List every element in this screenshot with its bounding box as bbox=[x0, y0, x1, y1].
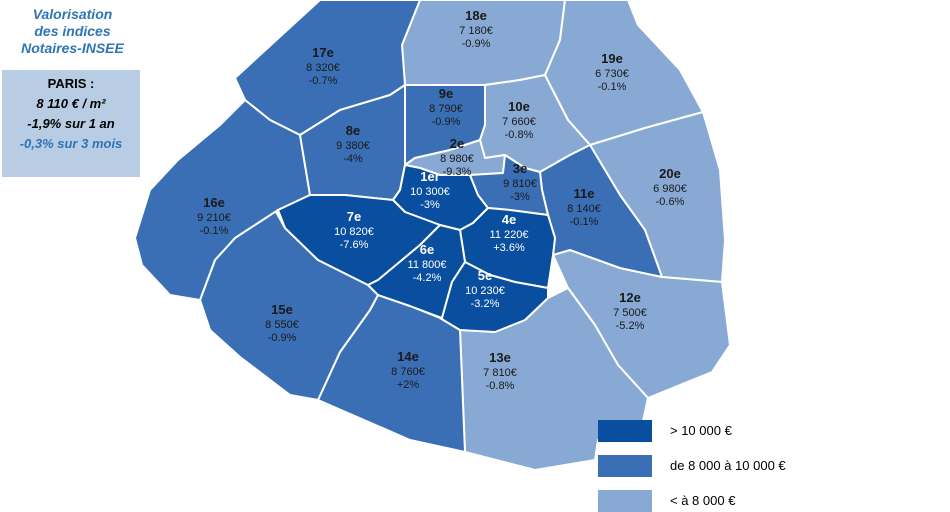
district-code: 15e bbox=[271, 302, 293, 317]
summary-change-1y: -1,9% sur 1 an bbox=[27, 116, 115, 131]
district-label-7: 7e 10 820€ -7.6% bbox=[334, 209, 374, 251]
district-label-18: 18e 7 180€ -0.9% bbox=[459, 8, 493, 50]
district-code: 6e bbox=[420, 242, 434, 257]
district-label-12: 12e 7 500€ -5.2% bbox=[613, 290, 647, 332]
district-price: 8 980€ bbox=[440, 153, 474, 165]
district-change: -3.2% bbox=[471, 298, 500, 310]
district-change: +3.6% bbox=[493, 242, 525, 254]
district-code: 10e bbox=[508, 99, 530, 114]
district-code: 3e bbox=[513, 161, 527, 176]
district-change: -3% bbox=[420, 199, 440, 211]
district-change: -0.9% bbox=[462, 38, 491, 50]
district-change: -0.8% bbox=[505, 129, 534, 141]
district-label-4: 4e 11 220€ +3.6% bbox=[490, 212, 529, 254]
district-price: 7 810€ bbox=[483, 367, 517, 379]
paris-arrondissement-map: 18e 7 180€ -0.9%17e 8 320€ -0.7%19e 6 730€ -0.… bbox=[134, 0, 731, 471]
district-label-15: 15e 8 550€ -0.9% bbox=[265, 302, 299, 344]
paris-summary-box: PARIS : 8 110 € / m² -1,9% sur 1 an -0,3… bbox=[2, 70, 140, 177]
district-change: -0.9% bbox=[268, 332, 297, 344]
district-label-9: 9e 8 790€ -0.9% bbox=[429, 86, 463, 128]
legend-label-low: < à 8 000 € bbox=[670, 493, 736, 508]
district-code: 2e bbox=[450, 136, 464, 151]
summary-price: 8 110 € / m² bbox=[36, 96, 106, 111]
district-code: 7e bbox=[347, 209, 361, 224]
district-label-14: 14e 8 760€ +2% bbox=[391, 349, 425, 391]
district-code: 16e bbox=[203, 195, 225, 210]
district-price: 7 500€ bbox=[613, 307, 647, 319]
district-code: 12e bbox=[619, 290, 641, 305]
district-5[interactable] bbox=[439, 261, 549, 333]
district-price: 8 550€ bbox=[265, 319, 299, 331]
district-change: -0.1% bbox=[200, 225, 229, 237]
legend-label-mid: de 8 000 à 10 000 € bbox=[670, 458, 786, 473]
district-price: 10 230€ bbox=[465, 285, 505, 297]
district-price: 10 300€ bbox=[410, 186, 450, 198]
district-change: -4.2% bbox=[413, 272, 442, 284]
district-price: 10 820€ bbox=[334, 226, 374, 238]
district-label-2: 2e 8 980€ -9.3% bbox=[440, 136, 474, 178]
title-line: Notaires-INSEE bbox=[21, 40, 124, 56]
district-label-20: 20e 6 980€ -0.6% bbox=[653, 166, 687, 208]
legend-swatch-mid bbox=[598, 455, 652, 477]
district-price: 11 220€ bbox=[490, 229, 529, 241]
district-price: 11 800€ bbox=[408, 259, 447, 271]
district-change: -0.1% bbox=[598, 81, 627, 93]
district-change: -0.9% bbox=[432, 116, 461, 128]
district-change: -9.3% bbox=[443, 166, 472, 178]
district-label-8: 8e 9 380€ -4% bbox=[336, 123, 370, 165]
district-change: -0.8% bbox=[486, 380, 515, 392]
district-change: -0.6% bbox=[656, 196, 685, 208]
district-label-11: 11e 8 140€ -0.1% bbox=[567, 186, 601, 228]
district-label-6: 6e 11 800€ -4.2% bbox=[408, 242, 447, 284]
district-label-16: 16e 9 210€ -0.1% bbox=[197, 195, 231, 237]
district-change: -4% bbox=[343, 153, 363, 165]
district-price: 8 320€ bbox=[306, 62, 340, 74]
district-change: +2% bbox=[397, 379, 420, 391]
district-change: -0.1% bbox=[570, 216, 599, 228]
legend-swatch-low bbox=[598, 490, 652, 512]
district-change: -3% bbox=[510, 191, 530, 203]
district-price: 9 380€ bbox=[336, 140, 370, 152]
district-code: 19e bbox=[601, 51, 623, 66]
district-label-5: 5e 10 230€ -3.2% bbox=[465, 268, 505, 310]
district-change: -0.7% bbox=[309, 75, 338, 87]
district-label-17: 17e 8 320€ -0.7% bbox=[306, 45, 340, 87]
district-change: -5.2% bbox=[616, 320, 645, 332]
district-code: 5e bbox=[478, 268, 492, 283]
district-price: 6 980€ bbox=[653, 183, 687, 195]
summary-change-3m: -0,3% sur 3 mois bbox=[19, 136, 123, 151]
district-code: 11e bbox=[574, 186, 595, 201]
district-price: 7 660€ bbox=[502, 116, 536, 128]
district-price: 6 730€ bbox=[595, 68, 629, 80]
district-price: 9 810€ bbox=[503, 178, 537, 190]
district-code: 18e bbox=[465, 8, 487, 23]
district-label-13: 13e 7 810€ -0.8% bbox=[483, 350, 517, 392]
district-price: 8 140€ bbox=[567, 203, 601, 215]
district-price: 8 790€ bbox=[429, 103, 463, 115]
district-label-1: 1er 10 300€ -3% bbox=[410, 169, 450, 211]
legend-swatch-high bbox=[598, 420, 652, 442]
district-price: 8 760€ bbox=[391, 366, 425, 378]
district-code: 20e bbox=[659, 166, 681, 181]
district-change: -7.6% bbox=[340, 239, 369, 251]
district-code: 1er bbox=[420, 169, 440, 184]
district-code: 17e bbox=[312, 45, 334, 60]
district-label-3: 3e 9 810€ -3% bbox=[503, 161, 537, 203]
district-label-19: 19e 6 730€ -0.1% bbox=[595, 51, 629, 93]
district-code: 14e bbox=[397, 349, 419, 364]
district-6[interactable] bbox=[367, 224, 466, 319]
district-code: 9e bbox=[439, 86, 453, 101]
title-line: Valorisation bbox=[32, 6, 113, 22]
district-code: 13e bbox=[489, 350, 511, 365]
legend-label-high: > 10 000 € bbox=[670, 423, 732, 438]
district-price: 9 210€ bbox=[197, 212, 231, 224]
summary-label: PARIS : bbox=[47, 76, 95, 91]
title-line: des indices bbox=[34, 23, 111, 39]
district-price: 7 180€ bbox=[459, 25, 493, 37]
district-code: 4e bbox=[502, 212, 516, 227]
map-title: Valorisation des indices Notaires-INSEE bbox=[0, 6, 145, 57]
district-code: 8e bbox=[346, 123, 360, 138]
district-label-10: 10e 7 660€ -0.8% bbox=[502, 99, 536, 141]
